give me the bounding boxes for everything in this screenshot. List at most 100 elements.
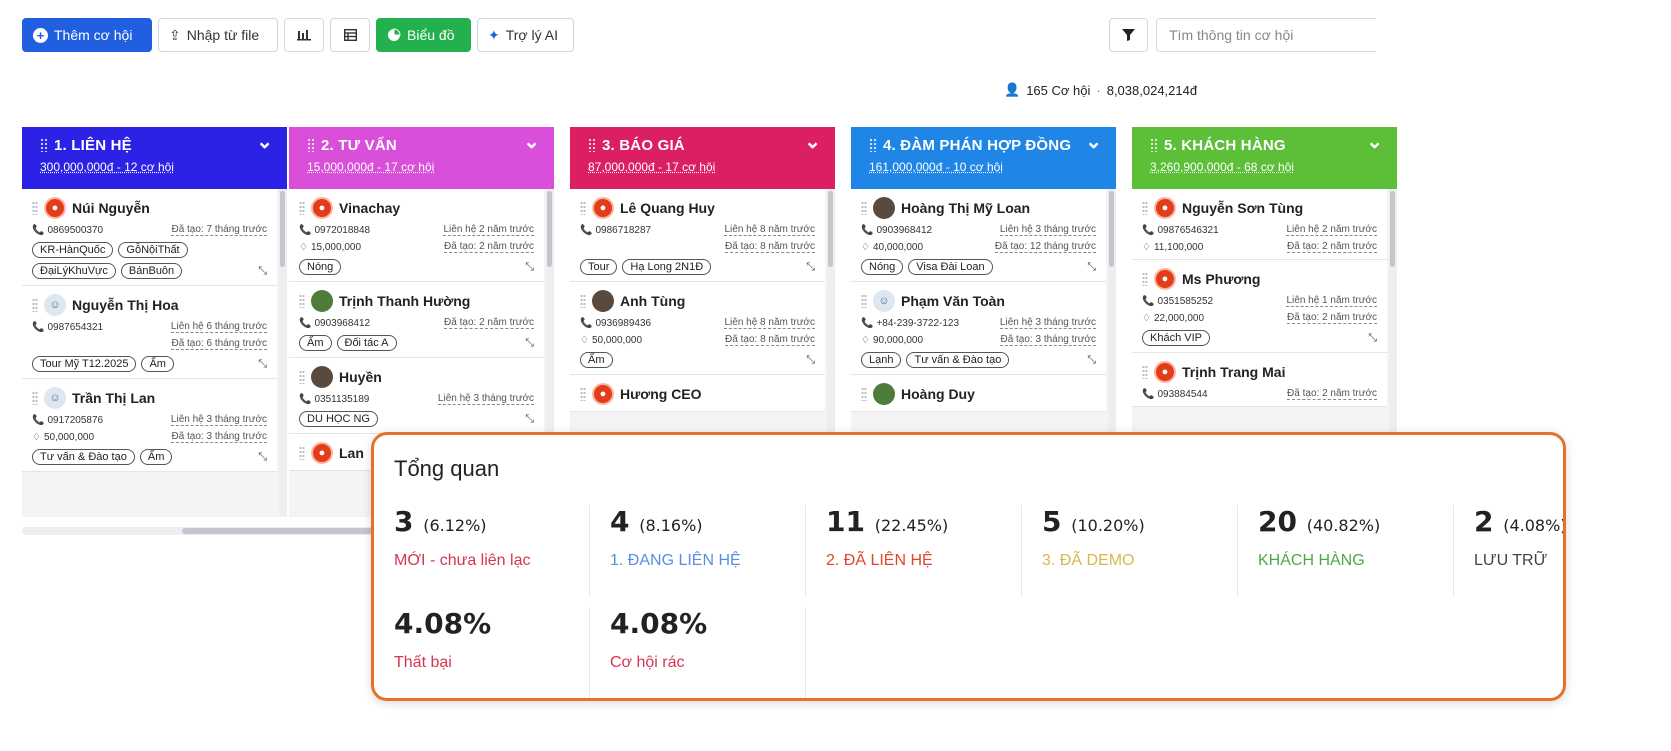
ai-assistant-button[interactable]: ✦ Trợ lý AI: [477, 18, 574, 52]
scrollbar-thumb[interactable]: [547, 191, 552, 267]
column-scrollbar[interactable]: [1389, 189, 1397, 517]
column-subtitle[interactable]: 300,000,000đ - 12 cơ hội: [40, 160, 174, 174]
opportunity-card[interactable]: ☺ Phạm Văn Toàn 📞 +84-239-3722-123 Liên hệ 3…: [851, 282, 1106, 375]
report-view-button[interactable]: [284, 18, 324, 52]
tag[interactable]: Nóng: [861, 259, 904, 275]
chevron-down-icon[interactable]: ⌄: [804, 131, 821, 153]
scrollbar-thumb[interactable]: [1390, 191, 1395, 267]
card-drag-grip-icon[interactable]: [299, 370, 305, 384]
card-name[interactable]: Vinachay: [339, 200, 401, 216]
expand-icon[interactable]: ⤡: [1368, 331, 1377, 344]
card-drag-grip-icon[interactable]: [861, 201, 867, 215]
expand-icon[interactable]: ⤡: [525, 336, 534, 349]
card-name[interactable]: Núi Nguyễn: [72, 200, 150, 216]
card-drag-grip-icon[interactable]: [1142, 365, 1148, 379]
tag[interactable]: Hạ Long 2N1Đ: [622, 259, 712, 275]
column-subtitle[interactable]: 3,260,900,000đ - 68 cơ hội: [1150, 160, 1294, 174]
filter-button[interactable]: [1109, 18, 1148, 52]
expand-icon[interactable]: ⤡: [258, 357, 267, 370]
scrollbar-thumb[interactable]: [1109, 191, 1114, 267]
opportunity-card[interactable]: ● Hương CEO: [570, 375, 825, 412]
tag[interactable]: Ấm: [139, 449, 173, 465]
card-drag-grip-icon[interactable]: [299, 294, 305, 308]
tag[interactable]: KR-HànQuốc: [32, 242, 114, 258]
drag-grip-icon[interactable]: [869, 138, 877, 152]
opportunity-card[interactable]: Hoàng Thị Mỹ Loan 📞 0903968412 Liên hệ 3 th…: [851, 189, 1106, 282]
drag-grip-icon[interactable]: [588, 138, 596, 152]
chevron-down-icon[interactable]: ⌄: [523, 131, 540, 153]
card-name[interactable]: Trần Thị Lan: [72, 390, 156, 406]
column-scrollbar[interactable]: [827, 189, 835, 517]
card-drag-grip-icon[interactable]: [299, 446, 305, 460]
tag[interactable]: ĐạiLýKhuVực: [32, 263, 116, 279]
column-scrollbar[interactable]: [546, 189, 554, 517]
opportunity-card[interactable]: ● Núi Nguyễn 📞 0869500370 Đã tạo: 7 tháng tr…: [22, 189, 277, 286]
tag[interactable]: Ấm: [299, 335, 332, 351]
column-scrollbar[interactable]: [1108, 189, 1116, 517]
column-subtitle[interactable]: 87,000,000đ - 17 cơ hội: [588, 160, 716, 174]
card-name[interactable]: Trịnh Trang Mai: [1182, 364, 1286, 380]
opportunity-card[interactable]: Anh Tùng 📞 0936989436 Liên hệ 8 năm trước ♢ 5…: [570, 282, 825, 375]
tag[interactable]: Tour: [580, 259, 618, 275]
expand-icon[interactable]: ⤡: [1087, 260, 1096, 273]
column-header[interactable]: 5. KHÁCH HÀNG 3,260,900,000đ - 68 cơ hội ⌄: [1132, 127, 1397, 189]
column-header[interactable]: 3. BÁO GIÁ 87,000,000đ - 17 cơ hội ⌄: [570, 127, 835, 189]
card-name[interactable]: Hoàng Thị Mỹ Loan: [901, 200, 1031, 216]
column-scrollbar[interactable]: [279, 189, 287, 517]
expand-icon[interactable]: ⤡: [525, 260, 534, 273]
tag[interactable]: Đối tác A: [336, 335, 397, 351]
column-subtitle[interactable]: 15,000,000đ - 17 cơ hội: [307, 160, 435, 174]
tag[interactable]: Visa Đài Loan: [908, 259, 993, 275]
tag[interactable]: DU HỌC NG: [299, 411, 378, 427]
card-name[interactable]: Lan: [339, 445, 364, 461]
card-name[interactable]: Lê Quang Huy: [620, 200, 715, 216]
scrollbar-thumb[interactable]: [280, 191, 285, 267]
opportunity-card[interactable]: ● Lê Quang Huy 📞 0986718287 Liên hệ 8 năm tr…: [570, 189, 825, 282]
card-name[interactable]: Huyền: [339, 369, 382, 385]
drag-grip-icon[interactable]: [307, 138, 315, 152]
expand-icon[interactable]: ⤡: [258, 450, 267, 463]
tag[interactable]: Tour Mỹ T12.2025: [32, 356, 137, 372]
column-header[interactable]: 4. ĐÀM PHÁN HỢP ĐỒNG 161,000,000đ - 10 cơ…: [851, 127, 1116, 189]
tag[interactable]: Ấm: [580, 352, 613, 368]
expand-icon[interactable]: ⤡: [806, 353, 815, 366]
import-file-button[interactable]: ⇪ Nhập từ file: [158, 18, 278, 52]
expand-icon[interactable]: ⤡: [806, 260, 815, 273]
card-drag-grip-icon[interactable]: [861, 294, 867, 308]
opportunity-card[interactable]: Huyền 📞 0351135189 Liên hệ 3 tháng trước DU …: [289, 358, 544, 434]
card-name[interactable]: Nguyễn Thị Hoa: [72, 297, 179, 313]
card-drag-grip-icon[interactable]: [32, 201, 38, 215]
card-drag-grip-icon[interactable]: [32, 298, 38, 312]
tag[interactable]: Tư vấn & Đào tạo: [32, 449, 135, 465]
table-view-button[interactable]: [330, 18, 370, 52]
tag[interactable]: Khách VIP: [1142, 330, 1210, 346]
card-drag-grip-icon[interactable]: [861, 387, 867, 401]
column-header[interactable]: 1. LIÊN HỆ 300,000,000đ - 12 cơ hội ⌄: [22, 127, 287, 189]
drag-grip-icon[interactable]: [1150, 138, 1158, 152]
opportunity-card[interactable]: ☺ Nguyễn Thị Hoa 📞 0987654321 Liên hệ 6 thán…: [22, 286, 277, 379]
chevron-down-icon[interactable]: ⌄: [256, 131, 273, 153]
opportunity-card[interactable]: ● Trịnh Trang Mai 📞 093884544 Đã tạo: 2 năm …: [1132, 353, 1387, 407]
opportunity-card[interactable]: ● Vinachay 📞 0972018848 Liên hệ 2 năm trước ♢…: [289, 189, 544, 282]
expand-icon[interactable]: ⤡: [1087, 353, 1096, 366]
card-drag-grip-icon[interactable]: [299, 201, 305, 215]
opportunity-card[interactable]: ☺ Trần Thị Lan 📞 0917205876 Liên hệ 3 tháng …: [22, 379, 277, 472]
tag[interactable]: GỗNộiThất: [118, 242, 188, 258]
scrollbar-thumb[interactable]: [828, 191, 833, 267]
expand-icon[interactable]: ⤡: [258, 264, 267, 277]
drag-grip-icon[interactable]: [40, 138, 48, 152]
chart-button[interactable]: Biểu đồ: [376, 18, 471, 52]
chevron-down-icon[interactable]: ⌄: [1366, 131, 1383, 153]
opportunity-card[interactable]: ● Nguyễn Sơn Tùng 📞 09876546321 Liên hệ 2 nă…: [1132, 189, 1387, 260]
card-drag-grip-icon[interactable]: [580, 201, 586, 215]
card-drag-grip-icon[interactable]: [580, 387, 586, 401]
opportunity-card[interactable]: Trịnh Thanh Hường 📞 0903968412 Đã tạo: 2 nă…: [289, 282, 544, 358]
expand-icon[interactable]: ⤡: [525, 412, 534, 425]
scrollbar-thumb[interactable]: [182, 528, 402, 534]
card-drag-grip-icon[interactable]: [580, 294, 586, 308]
card-drag-grip-icon[interactable]: [1142, 272, 1148, 286]
board-horizontal-scrollbar[interactable]: [22, 527, 402, 535]
tag[interactable]: Lạnh: [861, 352, 902, 368]
card-name[interactable]: Trịnh Thanh Hường: [339, 293, 471, 309]
column-header[interactable]: 2. TƯ VẤN 15,000,000đ - 17 cơ hội ⌄: [289, 127, 554, 189]
